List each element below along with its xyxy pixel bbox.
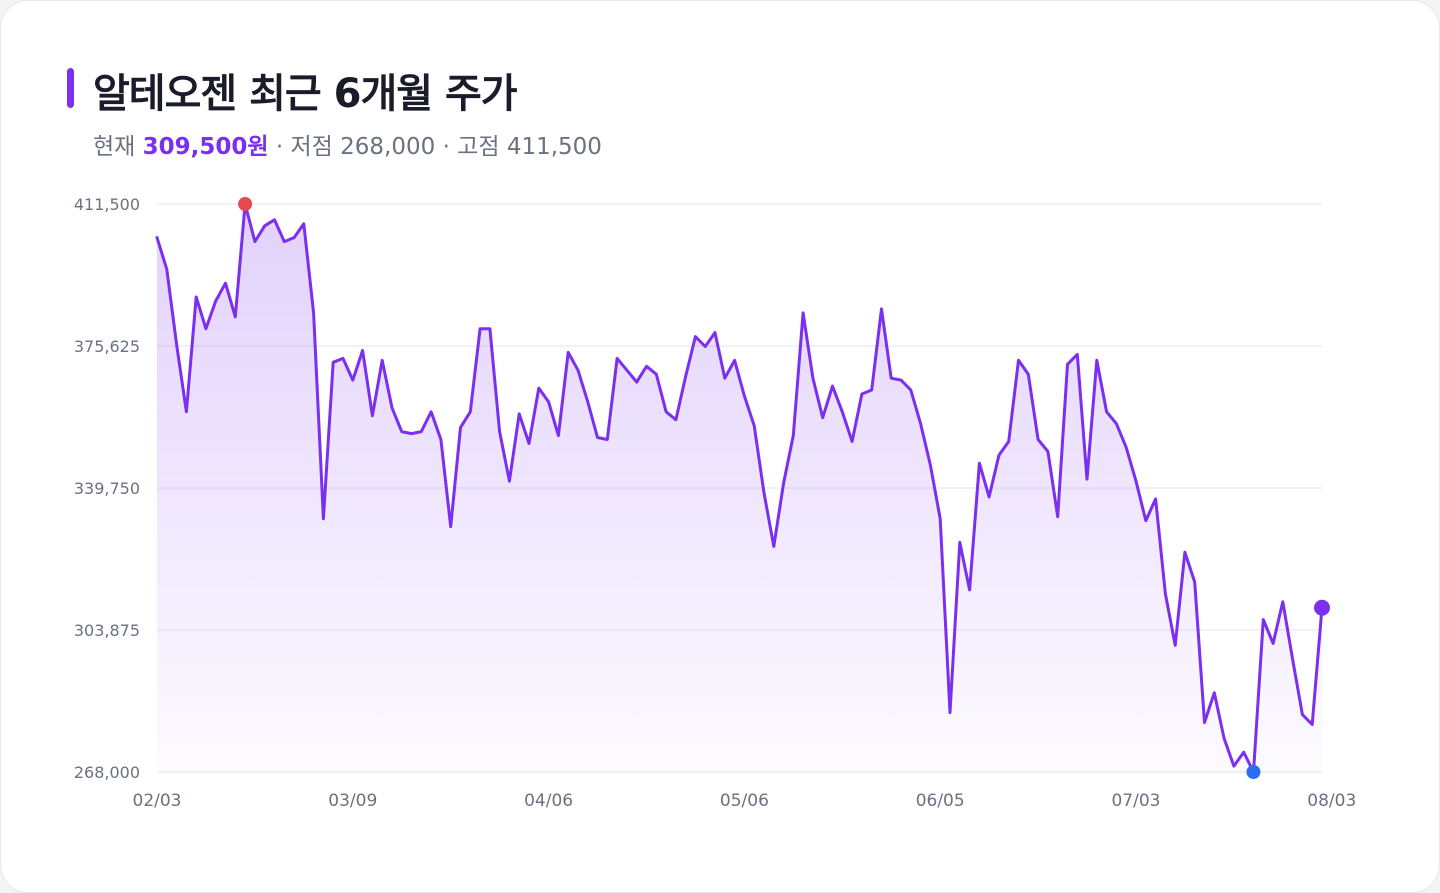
x-tick-label: 05/06	[720, 791, 769, 811]
x-tick-label: 03/09	[328, 791, 377, 811]
current-price: 309,500원	[142, 134, 269, 160]
current-label: 현재	[93, 134, 136, 160]
high-point-marker	[238, 197, 253, 211]
y-tick-label: 268,000	[74, 763, 140, 782]
y-tick-label: 303,875	[74, 621, 140, 640]
x-tick-label: 04/06	[524, 791, 573, 811]
y-tick-label: 339,750	[74, 479, 140, 498]
y-tick-label: 375,625	[74, 337, 140, 356]
price-line	[155, 202, 1324, 774]
price-area	[157, 204, 1322, 772]
title-accent-bar	[67, 68, 74, 108]
x-tick-label: 08/03	[1307, 791, 1356, 811]
x-tick-label: 02/03	[133, 791, 182, 811]
high-price: · 고점 411,500	[442, 134, 602, 160]
low-price: · 저점 268,000	[275, 134, 436, 160]
x-tick-label: 07/03	[1111, 791, 1160, 811]
x-tick-label: 06/05	[916, 791, 965, 811]
chart-subtitle: 현재 309,500원 · 저점 268,000 · 고점 411,500	[93, 127, 602, 161]
current-point-marker	[1314, 599, 1330, 616]
y-tick-label: 411,500	[74, 195, 140, 214]
low-point-marker	[1246, 765, 1261, 779]
chart-title: 알테오젠 최근 6개월 주가	[93, 71, 518, 117]
